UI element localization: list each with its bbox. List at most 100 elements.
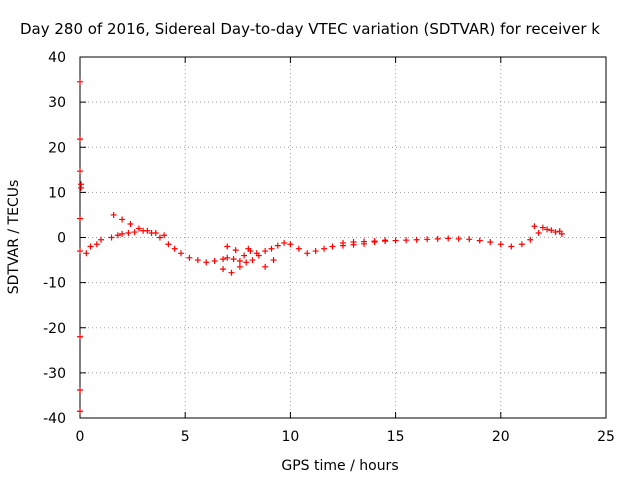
x-axis-label: GPS time / hours [281, 458, 398, 474]
data-point [274, 242, 281, 249]
data-point [487, 239, 494, 246]
data-point [108, 234, 115, 241]
y-tick-label: -30 [43, 366, 66, 382]
data-point [249, 257, 256, 264]
x-tick-label: 20 [492, 429, 510, 445]
data-point [455, 235, 462, 242]
data-points [77, 78, 565, 415]
data-point [77, 78, 83, 85]
data-point [98, 236, 105, 243]
data-point [165, 241, 172, 248]
data-point [114, 232, 121, 239]
data-point [203, 259, 210, 266]
y-tick-label: 30 [48, 95, 66, 111]
data-point [476, 237, 483, 244]
data-point [403, 237, 410, 244]
data-point [268, 245, 275, 252]
data-point [236, 263, 243, 270]
data-point [340, 239, 346, 246]
data-point [125, 229, 132, 236]
x-tick-label: 0 [76, 429, 85, 445]
data-point [544, 226, 551, 233]
data-point [224, 243, 231, 250]
chart-title: Day 280 of 2016, Sidereal Day-to-day VTE… [20, 20, 600, 38]
data-point [77, 333, 83, 340]
data-point [93, 241, 100, 248]
data-point [424, 236, 431, 243]
data-point [556, 228, 563, 235]
y-tick-label: 20 [48, 140, 66, 156]
axis-ticks: 0 5 10 15 20 25 -40 -30 -20 -10 0 10 20 30 40 [43, 50, 615, 445]
data-point [177, 250, 184, 257]
y-tick-label: 10 [48, 185, 66, 201]
data-point [131, 229, 138, 236]
data-point [382, 237, 389, 244]
x-tick-label: 25 [597, 429, 615, 445]
data-point [156, 234, 163, 241]
data-point [78, 184, 85, 191]
data-point [552, 229, 559, 236]
data-point [110, 211, 117, 218]
data-point [508, 243, 515, 250]
data-point [413, 236, 420, 243]
data-point [241, 252, 248, 259]
data-point [77, 215, 83, 222]
data-point [220, 256, 227, 263]
data-point [220, 266, 227, 273]
data-point [531, 223, 538, 230]
data-point [77, 408, 83, 415]
data-point [119, 216, 126, 223]
data-point [287, 241, 294, 248]
y-tick-label: 0 [57, 231, 66, 247]
data-point [527, 236, 534, 243]
y-tick-label: -20 [43, 321, 66, 337]
data-point [262, 248, 269, 255]
data-point [161, 232, 168, 239]
data-point [281, 239, 288, 246]
data-point [230, 256, 237, 263]
data-point [321, 245, 328, 252]
x-tick-label: 10 [281, 429, 299, 445]
data-point [243, 259, 250, 266]
data-point [119, 230, 126, 237]
y-axis-label: SDTVAR / TECUs [6, 180, 22, 295]
data-point [77, 248, 83, 255]
grid [80, 57, 606, 418]
data-point [83, 250, 90, 257]
data-point [253, 250, 260, 257]
data-point [135, 225, 142, 232]
data-point [295, 245, 302, 252]
data-point [371, 238, 378, 245]
data-point [350, 239, 357, 246]
data-point [236, 257, 243, 264]
data-point [518, 241, 525, 248]
data-point [144, 227, 151, 234]
data-point [535, 229, 542, 236]
data-point [548, 227, 555, 234]
y-tick-label: -40 [43, 411, 66, 427]
data-point [539, 224, 546, 231]
data-point [171, 245, 178, 252]
y-tick-label: 40 [48, 50, 66, 66]
data-point [232, 247, 239, 254]
data-point [304, 250, 311, 257]
data-point [497, 241, 504, 248]
data-point [329, 243, 336, 250]
data-point [434, 235, 441, 242]
x-tick-label: 15 [387, 429, 405, 445]
data-point [87, 243, 94, 250]
data-point [152, 229, 159, 236]
data-point [194, 257, 201, 264]
data-point [247, 248, 254, 255]
data-point [224, 254, 231, 261]
data-point [127, 220, 134, 227]
data-point [77, 136, 83, 143]
data-point [466, 236, 473, 243]
data-point [211, 257, 218, 264]
data-point [186, 254, 193, 261]
data-point [228, 269, 235, 276]
data-point [77, 168, 83, 175]
data-point [77, 387, 83, 394]
data-point [445, 235, 452, 242]
